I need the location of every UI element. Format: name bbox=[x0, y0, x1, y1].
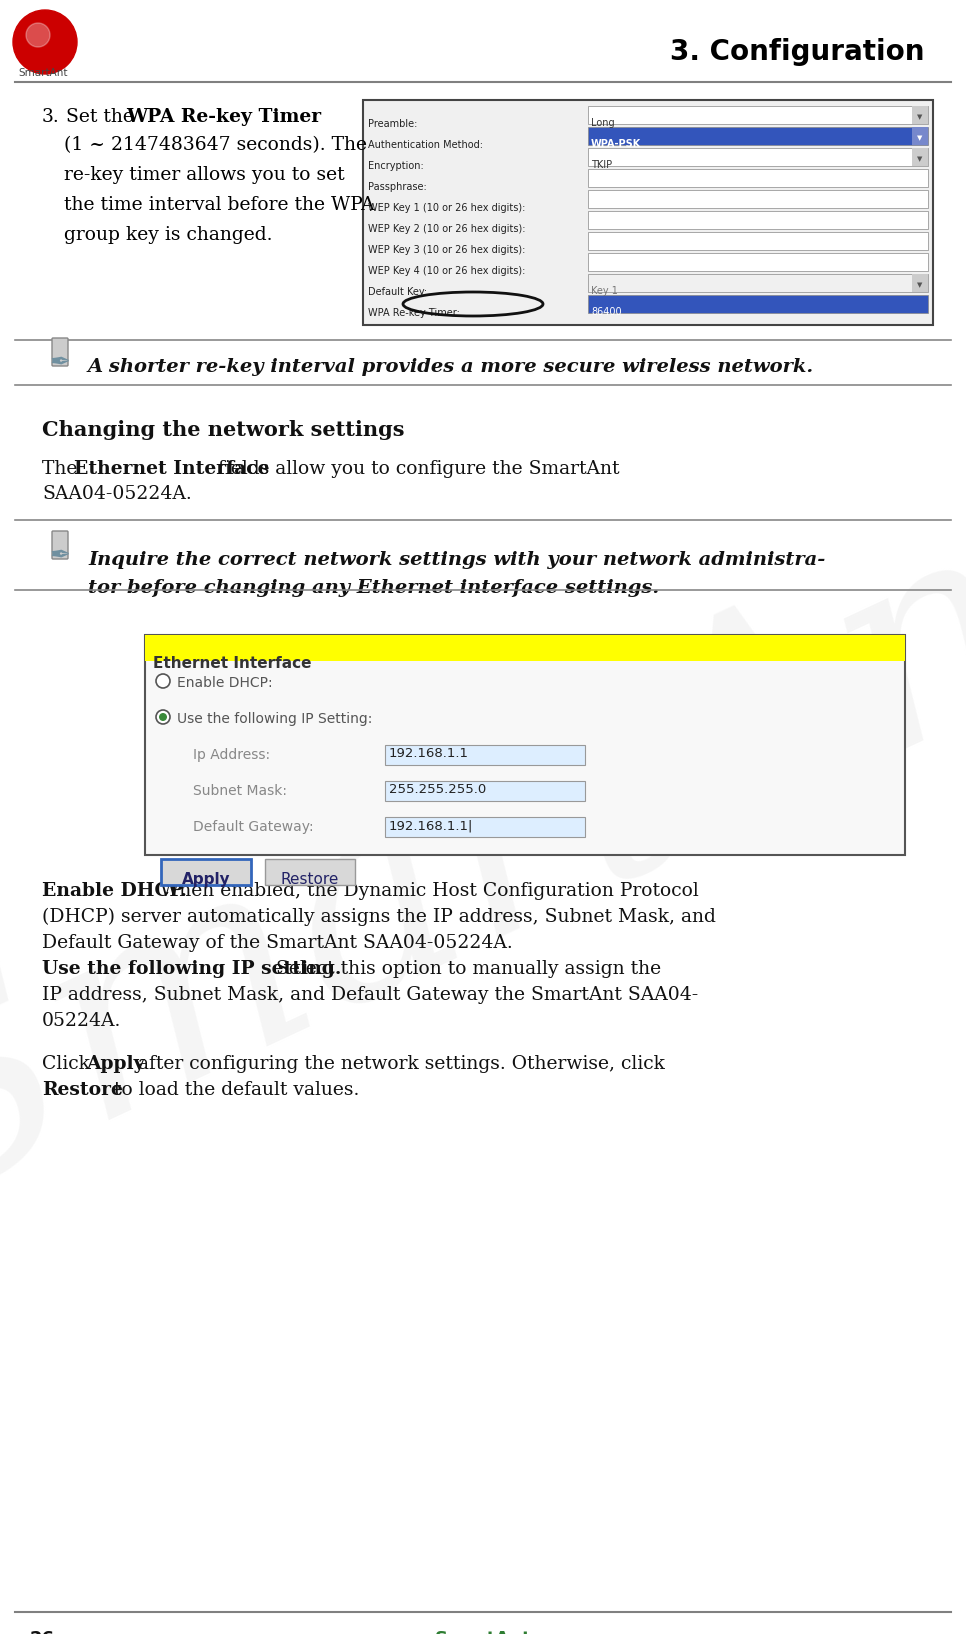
Text: Ethernet Interface: Ethernet Interface bbox=[74, 461, 270, 479]
Text: TKIP: TKIP bbox=[591, 160, 612, 170]
Text: Enable DHCP.: Enable DHCP. bbox=[42, 882, 186, 900]
Text: Use the following IP setting.: Use the following IP setting. bbox=[42, 961, 341, 979]
Bar bbox=[588, 275, 928, 292]
Bar bbox=[588, 106, 928, 124]
Bar bbox=[385, 745, 585, 765]
Text: Select this option to manually assign the: Select this option to manually assign th… bbox=[270, 961, 661, 979]
Text: 192.168.1.1: 192.168.1.1 bbox=[389, 747, 469, 760]
Text: WEP Key 2 (10 or 26 hex digits):: WEP Key 2 (10 or 26 hex digits): bbox=[368, 224, 526, 234]
Text: (1 ~ 2147483647 seconds). The: (1 ~ 2147483647 seconds). The bbox=[64, 136, 367, 154]
Text: ▼: ▼ bbox=[918, 136, 923, 141]
Text: 05224A.: 05224A. bbox=[42, 1011, 122, 1029]
Text: A shorter re-key interval provides a more secure wireless network.: A shorter re-key interval provides a mor… bbox=[88, 358, 814, 376]
Bar bbox=[588, 296, 928, 314]
Text: WPA Re-key Timer:: WPA Re-key Timer: bbox=[368, 307, 460, 319]
Text: Encryption:: Encryption: bbox=[368, 162, 424, 172]
FancyBboxPatch shape bbox=[52, 531, 68, 559]
Text: Inquire the correct network settings with your network administra-: Inquire the correct network settings wit… bbox=[88, 551, 825, 569]
Text: WEP Key 1 (10 or 26 hex digits):: WEP Key 1 (10 or 26 hex digits): bbox=[368, 203, 526, 212]
Text: WEP Key 3 (10 or 26 hex digits):: WEP Key 3 (10 or 26 hex digits): bbox=[368, 245, 526, 255]
Bar bbox=[363, 100, 933, 325]
Bar bbox=[588, 168, 928, 186]
Text: (DHCP) server automatically assigns the IP address, Subnet Mask, and: (DHCP) server automatically assigns the … bbox=[42, 909, 716, 926]
Circle shape bbox=[26, 23, 50, 47]
Bar bbox=[588, 211, 928, 229]
Bar bbox=[385, 781, 585, 801]
Text: Default Key:: Default Key: bbox=[368, 288, 427, 297]
Bar bbox=[912, 149, 928, 167]
Text: ▼: ▼ bbox=[918, 283, 923, 288]
Text: ▼: ▼ bbox=[918, 155, 923, 162]
FancyBboxPatch shape bbox=[52, 338, 68, 366]
Bar bbox=[385, 817, 585, 837]
Text: Long: Long bbox=[591, 118, 614, 127]
Bar bbox=[588, 232, 928, 250]
Text: SmartAnt: SmartAnt bbox=[435, 1631, 531, 1634]
Text: Set the: Set the bbox=[66, 108, 140, 126]
Text: Authentication Method:: Authentication Method: bbox=[368, 141, 483, 150]
Text: ✒: ✒ bbox=[49, 351, 71, 374]
Text: Enable DHCP:: Enable DHCP: bbox=[177, 676, 272, 690]
Text: WEP Key 4 (10 or 26 hex digits):: WEP Key 4 (10 or 26 hex digits): bbox=[368, 266, 526, 276]
Text: Default Gateway of the SmartAnt SAA04-05224A.: Default Gateway of the SmartAnt SAA04-05… bbox=[42, 935, 513, 953]
Bar bbox=[912, 275, 928, 292]
Text: IP address, Subnet Mask, and Default Gateway the SmartAnt SAA04-: IP address, Subnet Mask, and Default Gat… bbox=[42, 985, 698, 1003]
Text: SmartAnt: SmartAnt bbox=[18, 69, 68, 78]
Text: re-key timer allows you to set: re-key timer allows you to set bbox=[64, 167, 345, 185]
Bar bbox=[161, 859, 251, 886]
Bar bbox=[588, 127, 928, 145]
Circle shape bbox=[159, 712, 167, 721]
Text: SmartAnt: SmartAnt bbox=[0, 441, 966, 1258]
Text: Click: Click bbox=[42, 1056, 96, 1074]
Text: to load the default values.: to load the default values. bbox=[108, 1082, 359, 1100]
Text: SAA04-05224A.: SAA04-05224A. bbox=[42, 485, 191, 503]
Text: Key 1: Key 1 bbox=[591, 286, 618, 296]
Text: 26: 26 bbox=[30, 1631, 55, 1634]
Text: 3. Configuration: 3. Configuration bbox=[669, 38, 924, 65]
Text: Preamble:: Preamble: bbox=[368, 119, 417, 129]
Bar bbox=[588, 253, 928, 271]
Text: Ethernet Interface: Ethernet Interface bbox=[153, 655, 311, 672]
Text: 86400: 86400 bbox=[591, 307, 622, 317]
Text: When enabled, the Dynamic Host Configuration Protocol: When enabled, the Dynamic Host Configura… bbox=[154, 882, 698, 900]
Circle shape bbox=[156, 673, 170, 688]
Text: 3.: 3. bbox=[42, 108, 60, 126]
Bar bbox=[912, 127, 928, 145]
Text: Restore: Restore bbox=[42, 1082, 123, 1100]
Text: Use the following IP Setting:: Use the following IP Setting: bbox=[177, 712, 372, 725]
Text: 255.255.255.0: 255.255.255.0 bbox=[389, 783, 486, 796]
Text: WPA Re-key Timer: WPA Re-key Timer bbox=[126, 108, 321, 126]
Bar bbox=[588, 149, 928, 167]
Bar bbox=[588, 190, 928, 208]
Text: tor before changing any Ethernet interface settings.: tor before changing any Ethernet interfa… bbox=[88, 578, 659, 596]
Text: ✒: ✒ bbox=[49, 544, 71, 569]
Bar bbox=[265, 859, 355, 886]
Text: Restore: Restore bbox=[281, 873, 339, 887]
Circle shape bbox=[13, 10, 77, 74]
Text: Subnet Mask:: Subnet Mask: bbox=[193, 784, 287, 797]
Text: Passphrase:: Passphrase: bbox=[368, 181, 427, 193]
Circle shape bbox=[156, 711, 170, 724]
Text: Changing the network settings: Changing the network settings bbox=[42, 420, 405, 440]
Text: Apply: Apply bbox=[86, 1056, 145, 1074]
Text: The: The bbox=[42, 461, 83, 479]
Text: ▼: ▼ bbox=[918, 114, 923, 119]
Text: group key is changed.: group key is changed. bbox=[64, 225, 272, 243]
Text: Ip Address:: Ip Address: bbox=[193, 748, 270, 761]
Text: fields allow you to configure the SmartAnt: fields allow you to configure the SmartA… bbox=[212, 461, 619, 479]
Text: the time interval before the WPA: the time interval before the WPA bbox=[64, 196, 375, 214]
Bar bbox=[145, 636, 905, 662]
Text: Default Gateway:: Default Gateway: bbox=[193, 820, 314, 833]
Text: Apply: Apply bbox=[182, 873, 230, 887]
Text: after configuring the network settings. Otherwise, click: after configuring the network settings. … bbox=[132, 1056, 665, 1074]
Bar bbox=[145, 636, 905, 855]
Bar bbox=[912, 106, 928, 124]
Text: WPA-PSK: WPA-PSK bbox=[591, 139, 641, 149]
Text: 192.168.1.1|: 192.168.1.1| bbox=[389, 819, 473, 832]
